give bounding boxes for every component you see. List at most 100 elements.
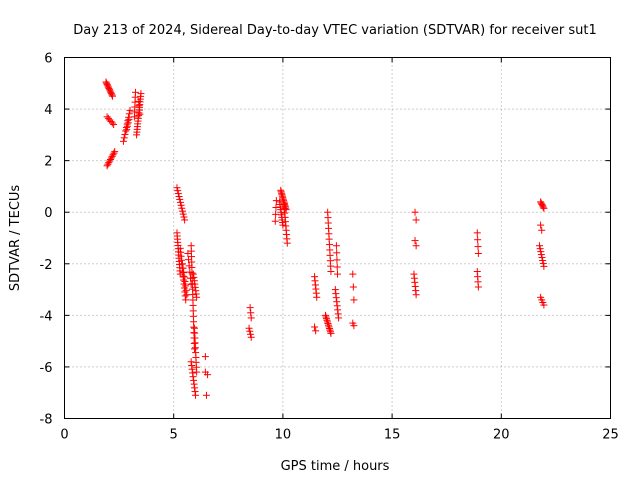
data-point-plus xyxy=(136,110,144,118)
y-tick-label: -2 xyxy=(40,258,53,273)
x-tick-label: 25 xyxy=(602,428,619,443)
data-point-plus xyxy=(104,160,112,168)
plot-frame xyxy=(64,57,611,419)
data-point-plus xyxy=(332,242,340,250)
data-point-plus xyxy=(537,251,545,259)
data-point-plus xyxy=(107,154,115,162)
data-points xyxy=(102,78,548,399)
data-point-plus xyxy=(327,329,335,337)
data-point-plus xyxy=(192,391,200,399)
data-point-plus xyxy=(176,195,184,203)
data-point-plus xyxy=(536,245,544,253)
data-point-plus xyxy=(178,204,186,212)
data-point-plus xyxy=(474,236,482,244)
x-tick-label: 0 xyxy=(60,428,68,443)
data-point-plus xyxy=(120,134,128,142)
data-point-plus xyxy=(474,283,482,291)
data-point-plus xyxy=(246,327,254,335)
data-point-plus xyxy=(124,119,132,127)
data-point-plus xyxy=(411,208,419,216)
data-point-plus xyxy=(247,309,255,317)
data-point-plus xyxy=(311,323,319,331)
data-point-plus xyxy=(246,304,254,312)
data-point-plus xyxy=(272,197,280,205)
data-point-plus xyxy=(247,330,255,338)
y-tick-label: -4 xyxy=(40,309,53,324)
data-point-plus xyxy=(125,115,133,123)
data-point-plus xyxy=(540,204,548,212)
data-point-plus xyxy=(179,207,187,215)
data-point-plus xyxy=(327,268,335,276)
data-point-plus xyxy=(282,206,290,214)
data-point-plus xyxy=(110,121,118,129)
data-point-plus xyxy=(333,263,341,271)
data-point-plus xyxy=(108,119,116,127)
data-point-plus xyxy=(119,137,127,145)
data-point-plus xyxy=(105,159,113,167)
grid-lines xyxy=(64,57,611,419)
y-tick-label: -6 xyxy=(40,361,53,376)
data-point-plus xyxy=(539,256,547,264)
data-point-plus xyxy=(178,260,186,268)
data-point-plus xyxy=(173,184,181,192)
data-point-plus xyxy=(106,157,114,165)
data-point-plus xyxy=(182,296,190,304)
data-point-plus xyxy=(412,216,420,224)
data-point-plus xyxy=(109,92,117,100)
data-point-plus xyxy=(283,239,291,247)
data-point-plus xyxy=(106,155,114,163)
data-point-plus xyxy=(333,249,341,257)
data-point-plus xyxy=(247,314,255,322)
data-point-plus xyxy=(412,242,420,250)
data-point-plus xyxy=(181,277,189,285)
data-point-plus xyxy=(180,273,188,281)
data-point-plus xyxy=(349,283,357,291)
data-point-plus xyxy=(193,368,201,376)
data-point-plus xyxy=(540,262,548,270)
data-point-plus xyxy=(131,88,139,96)
data-point-plus xyxy=(313,293,321,301)
data-point-plus xyxy=(182,286,190,294)
data-point-plus xyxy=(411,237,419,245)
chart-title: Day 213 of 2024, Sidereal Day-to-day VTE… xyxy=(73,23,597,38)
data-point-plus xyxy=(193,293,201,301)
data-point-plus xyxy=(177,201,185,209)
x-tick-label: 15 xyxy=(384,428,401,443)
data-point-plus xyxy=(137,90,145,98)
data-point-plus xyxy=(123,126,131,134)
axis-ticks: 0 5 10 15 20 25 -8 -6 -4 -2 0 2 4 6 xyxy=(40,52,619,443)
data-point-plus xyxy=(103,162,111,170)
data-point-plus xyxy=(179,210,187,218)
x-axis-label: GPS time / hours xyxy=(281,459,390,474)
data-point-plus xyxy=(335,314,343,322)
data-point-plus xyxy=(538,254,546,262)
data-point-plus xyxy=(176,198,184,206)
data-point-plus xyxy=(349,270,357,278)
data-point-plus xyxy=(182,282,190,290)
x-tick-label: 5 xyxy=(170,428,178,443)
data-point-plus xyxy=(537,221,545,229)
y-tick-label: 6 xyxy=(44,52,52,67)
data-point-plus xyxy=(312,327,320,335)
data-point-plus xyxy=(108,91,116,99)
data-point-plus xyxy=(204,371,212,379)
data-point-plus xyxy=(174,187,182,195)
data-point-plus xyxy=(536,242,544,250)
data-point-plus xyxy=(121,130,129,138)
data-point-plus xyxy=(126,106,134,114)
data-point-plus xyxy=(334,270,341,278)
data-point-plus xyxy=(538,226,546,234)
data-point-plus xyxy=(412,291,420,299)
data-point-plus xyxy=(179,264,187,272)
data-point-plus xyxy=(540,301,548,309)
data-point-plus xyxy=(202,391,210,399)
x-tick-label: 10 xyxy=(275,428,292,443)
x-tick-label: 20 xyxy=(493,428,510,443)
data-point-plus xyxy=(181,216,189,224)
data-point-plus xyxy=(247,333,255,341)
data-point-plus xyxy=(350,296,358,304)
data-point-plus xyxy=(537,248,545,256)
data-point-plus xyxy=(175,193,183,201)
data-point-plus xyxy=(539,259,547,267)
